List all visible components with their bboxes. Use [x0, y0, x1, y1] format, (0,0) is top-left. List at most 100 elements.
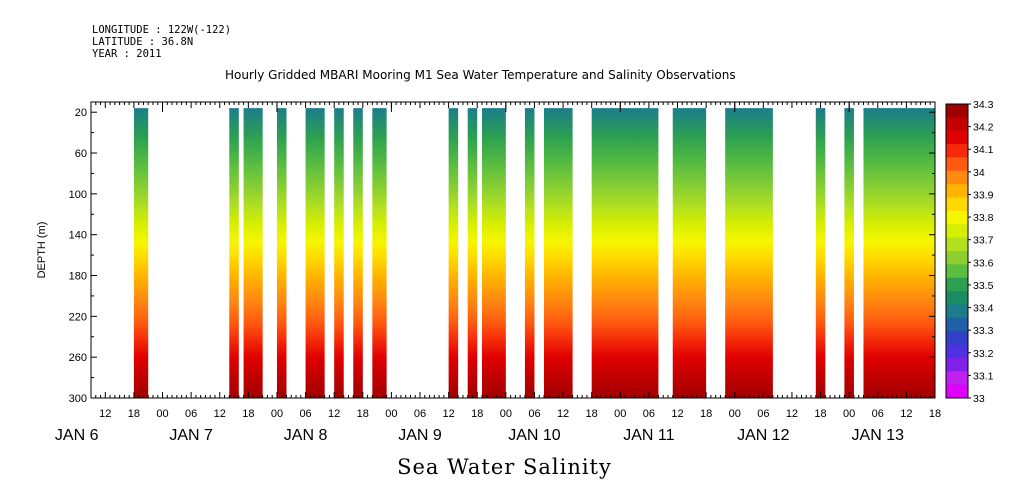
- observation-block: [543, 108, 573, 398]
- colorbar-label: 33.9: [973, 189, 994, 201]
- axis-layer: 20 60 100 140 180 220 260 300 12 18 00 06 12 18 00 06 12…: [55, 102, 941, 444]
- latitude-label: LATITUDE : 36.8N: [92, 36, 194, 48]
- bottom-title: Sea Water Salinity: [397, 455, 612, 479]
- x-tick-label: 00: [500, 408, 512, 420]
- observation-block: [448, 108, 459, 398]
- colorbar-swatch: [946, 317, 968, 332]
- colorbar-swatch: [946, 170, 968, 185]
- observation-block: [725, 108, 773, 398]
- x-tick-label: 12: [900, 408, 912, 420]
- observation-block: [672, 108, 707, 398]
- observation-block: [276, 108, 287, 398]
- x-date-label: JAN 13: [852, 427, 905, 444]
- observation-block: [229, 108, 239, 398]
- longitude-label: LONGITUDE : 122W(-122): [92, 24, 232, 36]
- x-tick-label: 00: [729, 408, 741, 420]
- colorbar-swatch: [946, 157, 968, 172]
- colorbar-swatch: [946, 130, 968, 145]
- colorbar-swatch: [946, 357, 968, 372]
- colorbar-swatch: [946, 371, 968, 386]
- colorbar-label: 33.7: [973, 235, 994, 247]
- observation-block: [243, 108, 263, 398]
- x-tick-label: 18: [128, 408, 140, 420]
- x-tick-label: 12: [328, 408, 340, 420]
- colorbar-label: 34.2: [973, 122, 994, 134]
- colorbar-swatch: [946, 344, 968, 359]
- x-tick-label: 06: [414, 408, 426, 420]
- colorbar-swatch: [946, 277, 968, 292]
- colorbar-swatch: [946, 237, 968, 252]
- x-tick-label: 18: [586, 408, 598, 420]
- colorbar-label: 33.5: [973, 280, 994, 292]
- x-tick-label: 06: [643, 408, 655, 420]
- observation-block: [844, 108, 854, 398]
- y-tick-label: 20: [75, 107, 87, 119]
- colorbar-swatch: [946, 117, 968, 132]
- observation-block: [467, 108, 478, 398]
- colorbar-swatch: [946, 144, 968, 158]
- x-tick-label: 06: [185, 408, 197, 420]
- x-tick-label: 12: [557, 408, 569, 420]
- colorbar-swatch: [946, 197, 968, 212]
- x-tick-label: 18: [357, 408, 369, 420]
- observation-block: [305, 108, 325, 398]
- x-date-label: JAN 8: [284, 427, 328, 444]
- colorbar: 34.3 34.2 34.1 34 33.9 33.8 33.7 33.6 33.5 33.4 33…: [945, 99, 994, 405]
- colorbar-swatch: [946, 291, 968, 305]
- colorbar-label: 33: [973, 393, 985, 405]
- x-tick-label: 12: [443, 408, 455, 420]
- colorbar-swatch: [946, 251, 968, 265]
- colorbar-swatch: [946, 104, 968, 118]
- x-date-label: JAN 6: [55, 427, 99, 444]
- x-date-label: JAN 9: [398, 427, 442, 444]
- x-date-label: JAN 11: [623, 427, 674, 444]
- colorbar-label: 33.6: [973, 257, 994, 269]
- colorbar-label: 34: [973, 167, 985, 179]
- colorbar-swatch: [946, 331, 968, 346]
- colorbar-label: 33.3: [973, 325, 994, 337]
- colorbar-swatch: [946, 224, 968, 239]
- plot-frame: [90, 101, 936, 399]
- colorbar-swatch: [946, 210, 968, 225]
- x-tick-label: 12: [786, 408, 798, 420]
- colorbar-label: 33.8: [973, 212, 994, 224]
- x-tick-label: 00: [843, 408, 855, 420]
- year-label: YEAR : 2011: [92, 48, 162, 60]
- x-tick-label: 06: [299, 408, 311, 420]
- x-tick-label: 00: [385, 408, 397, 420]
- y-tick-label: 180: [69, 271, 87, 283]
- observation-block: [815, 108, 826, 398]
- y-tick-label: 300: [69, 393, 87, 405]
- x-tick-label: 12: [671, 408, 683, 420]
- data-layer: [133, 108, 935, 398]
- observation-block: [863, 108, 935, 398]
- colorbar-label: 33.4: [973, 303, 994, 315]
- x-date-label: JAN 7: [169, 427, 213, 444]
- x-date-label: JAN 12: [737, 427, 790, 444]
- y-tick-label: 60: [75, 148, 87, 160]
- x-tick-label: 00: [614, 408, 626, 420]
- colorbar-swatch: [946, 304, 968, 319]
- x-tick-label: 12: [214, 408, 226, 420]
- y-axis-label: DEPTH (m): [36, 222, 48, 279]
- x-tick-label: 06: [872, 408, 884, 420]
- x-tick-label: 12: [99, 408, 111, 420]
- observation-block: [372, 108, 387, 398]
- observation-block: [591, 108, 659, 398]
- x-tick-label: 00: [271, 408, 283, 420]
- observation-block: [334, 108, 344, 398]
- y-tick-label: 260: [69, 352, 87, 364]
- x-tick-label: 06: [528, 408, 540, 420]
- colorbar-swatch: [946, 184, 968, 199]
- observation-block: [353, 108, 363, 398]
- x-tick-label: 06: [757, 408, 769, 420]
- colorbar-label: 33.2: [973, 348, 994, 360]
- observation-block: [482, 108, 506, 398]
- colorbar-swatch: [946, 384, 968, 399]
- x-tick-label: 00: [156, 408, 168, 420]
- observation-block: [524, 108, 535, 398]
- colorbar-label: 34.1: [973, 144, 994, 156]
- x-tick-label: 18: [814, 408, 826, 420]
- chart-title: Hourly Gridded MBARI Mooring M1 Sea Wate…: [225, 68, 736, 82]
